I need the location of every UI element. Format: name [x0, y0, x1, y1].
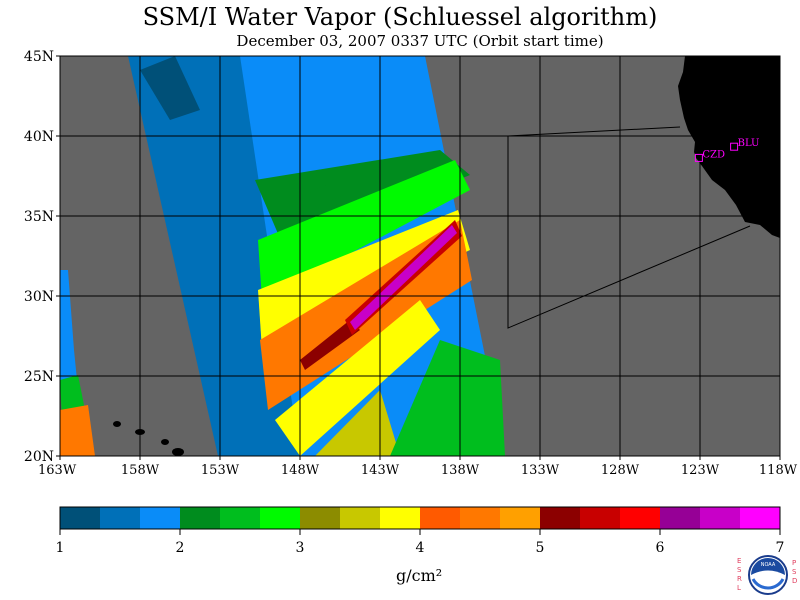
- colorbar-swatch: [700, 507, 741, 529]
- svg-text:S: S: [792, 568, 797, 576]
- colorbar-tick-label: 1: [56, 540, 65, 556]
- colorbar-tick-label: 2: [176, 540, 185, 556]
- colorbar-swatch: [460, 507, 501, 529]
- lon-tick-label: 143W: [361, 463, 400, 478]
- colorbar-swatch: [220, 507, 261, 529]
- hawaii-islands: [113, 421, 184, 456]
- colorbar-swatch: [340, 507, 381, 529]
- colorbar-unit: g/cm²: [396, 566, 443, 585]
- map-frame: [59, 55, 781, 457]
- swath-vapor-2-5: [390, 340, 505, 456]
- colorbar-swatch: [180, 507, 221, 529]
- swath-vapor-1-3: [140, 56, 200, 120]
- lon-tick-label: 158W: [121, 463, 160, 478]
- swath-vapor-2-2b: [300, 184, 350, 202]
- swath-vapor-2-8: [258, 160, 470, 300]
- colorbar-swatch: [60, 507, 101, 529]
- lon-tick-label: 128W: [601, 463, 640, 478]
- lon-tick-label: 138W: [441, 463, 480, 478]
- lat-tick-label: 20N: [24, 449, 54, 465]
- svg-text:NOAA: NOAA: [761, 562, 776, 568]
- lon-tick-label: 163W: [38, 463, 77, 478]
- left-swath-vapor-4-6: [60, 405, 95, 456]
- colorbar-swatch: [380, 507, 421, 529]
- swath-vapor-5: [300, 320, 360, 370]
- station-label: CZD: [702, 149, 725, 160]
- lat-tick-label: 25N: [24, 369, 54, 385]
- colorbar-swatch: [420, 507, 461, 529]
- swath-vapor-6-5: [350, 225, 457, 330]
- colorbar-tick-label: 5: [536, 540, 545, 556]
- colorbar-swatch: [580, 507, 621, 529]
- swath-vapor-1-5: [128, 56, 300, 456]
- map-subtitle: December 03, 2007 0337 UTC (Orbit start …: [236, 32, 604, 50]
- station-czd: CZD: [694, 149, 725, 162]
- svg-text:E: E: [737, 557, 741, 565]
- svg-text:P: P: [792, 559, 796, 567]
- lon-tick-label: 133W: [521, 463, 560, 478]
- data-swath: [60, 56, 505, 456]
- swath-vapor-4b: [275, 300, 440, 456]
- station-marker: [730, 142, 739, 151]
- colorbar-swatch: [140, 507, 181, 529]
- station-blu: BLU: [730, 138, 760, 151]
- station-marker: [694, 153, 703, 162]
- lat-tick-label: 40N: [24, 129, 54, 145]
- colorbar-swatch: [100, 507, 141, 529]
- colorbar-swatch: [540, 507, 581, 529]
- station-label: BLU: [738, 138, 760, 149]
- lon-tick-label: 123W: [681, 463, 720, 478]
- colorbar-swatch: [300, 507, 341, 529]
- colorbar-tick-label: 6: [656, 540, 665, 556]
- lon-tick-label: 148W: [281, 463, 320, 478]
- svg-text:R: R: [737, 575, 742, 583]
- lat-tick-label: 35N: [24, 209, 54, 225]
- lat-tick-label: 30N: [24, 289, 54, 305]
- colorbar-tick-label: 3: [296, 540, 305, 556]
- colorbar-swatch: [740, 507, 781, 529]
- colorbar-tick-label: 4: [416, 540, 425, 556]
- map-title: SSM/I Water Vapor (Schluessel algorithm): [142, 3, 658, 31]
- svg-text:D: D: [792, 577, 797, 585]
- lon-tick-label: 153W: [201, 463, 240, 478]
- colorbar-tick-label: 7: [776, 540, 785, 556]
- colorbar-swatch: [660, 507, 701, 529]
- left-swath-vapor-2: [60, 270, 78, 390]
- colorbar-swatch: [620, 507, 661, 529]
- svg-text:L: L: [737, 584, 741, 592]
- svg-text:S: S: [737, 566, 742, 574]
- lon-tick-label: 118W: [759, 463, 798, 478]
- north-america-land: [678, 56, 780, 238]
- colorbar-swatch: [260, 507, 301, 529]
- colorbar-swatch: [500, 507, 541, 529]
- graticule: [60, 56, 780, 456]
- lat-tick-label: 45N: [24, 49, 54, 65]
- flight-track: [507, 126, 751, 329]
- swath-vapor-3-8: [315, 390, 400, 456]
